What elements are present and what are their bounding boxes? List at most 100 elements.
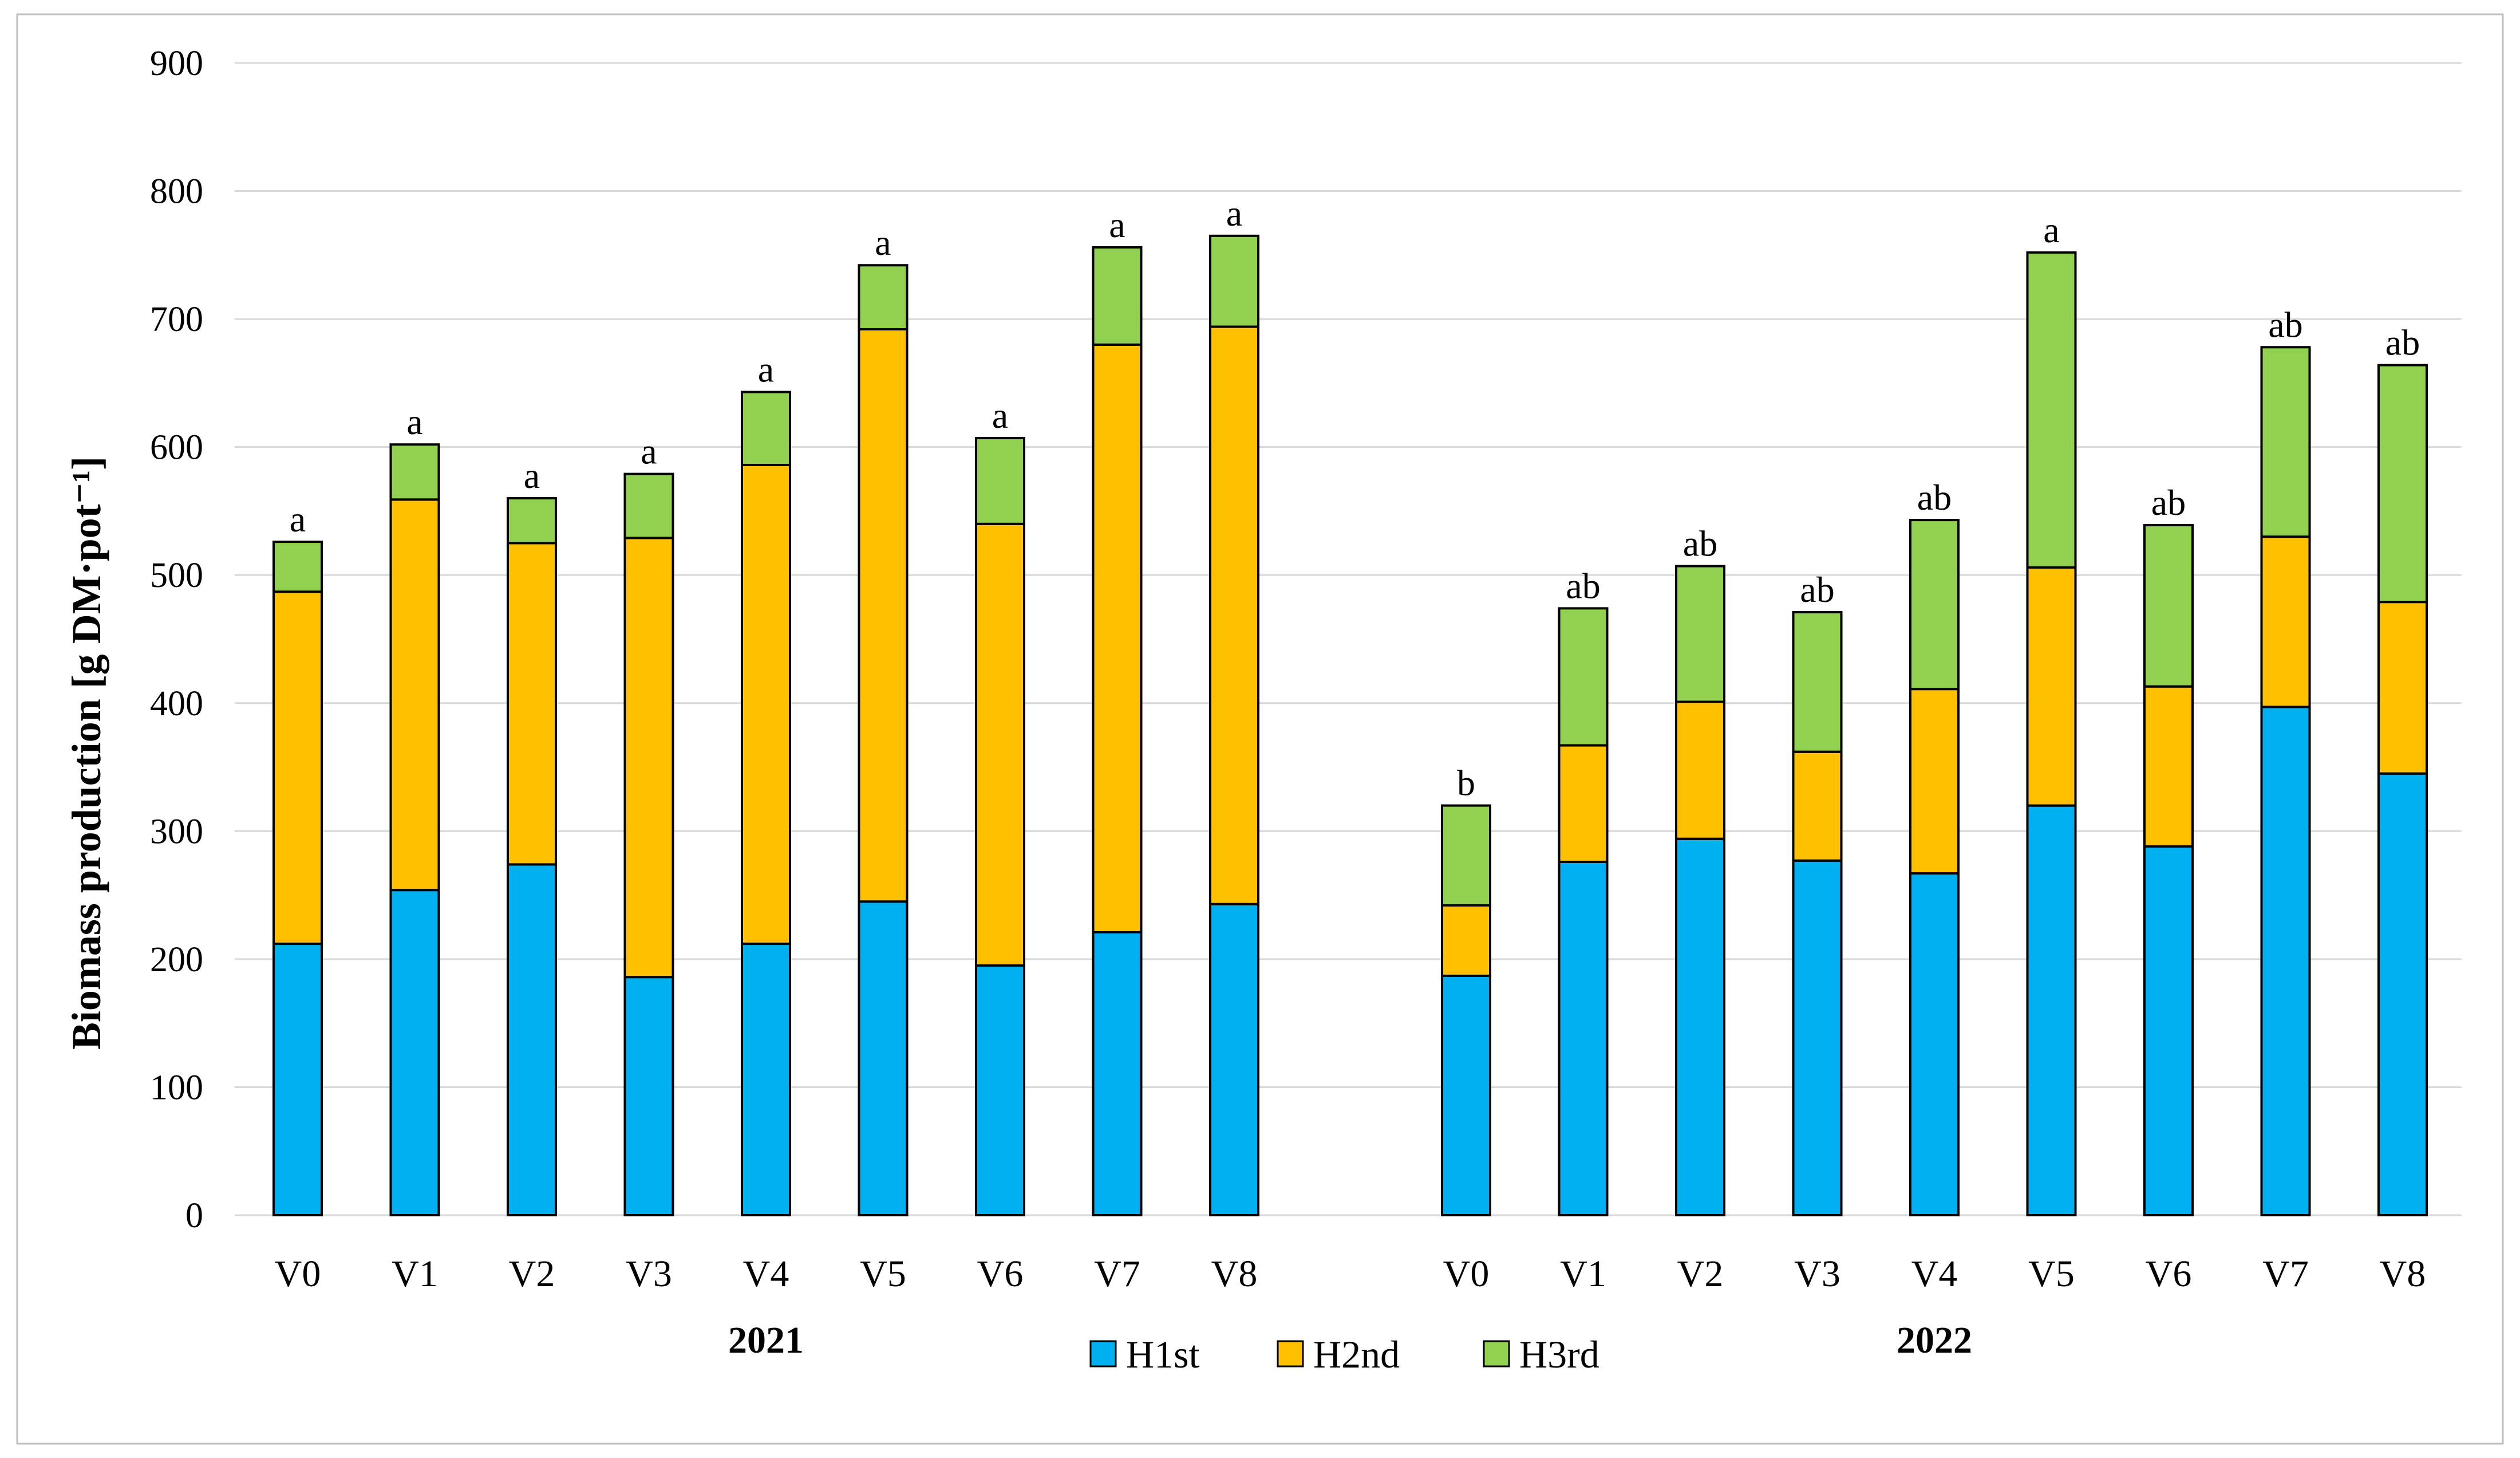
bar-2022-V7-H3rd xyxy=(2260,346,2311,538)
legend: H1st H2nd H3rd xyxy=(1089,1333,1599,1376)
significance-letter: a xyxy=(992,395,1008,436)
bar-2021-V6-H1st xyxy=(975,964,1025,1216)
x-tick-label: V2 xyxy=(1677,1253,1724,1295)
bar-2022-V1-H2nd xyxy=(1558,744,1609,863)
y-tick-label: 900 xyxy=(150,44,203,83)
x-tick-label: V0 xyxy=(1443,1253,1490,1295)
significance-letter: b xyxy=(1457,763,1475,803)
x-tick-label: V4 xyxy=(1911,1253,1958,1295)
significance-letter: a xyxy=(875,222,891,263)
significance-letter: a xyxy=(1109,204,1125,245)
significance-letter: ab xyxy=(1800,569,1834,610)
significance-letter: a xyxy=(2043,210,2059,250)
bar-2021-V8-H3rd xyxy=(1209,234,1259,328)
bar-2022-V1-H3rd xyxy=(1558,607,1609,747)
bar-2022-V7-H2nd xyxy=(2260,535,2311,708)
bar-2021-V1-H3rd xyxy=(389,443,440,501)
x-tick-label: V6 xyxy=(2146,1253,2192,1295)
y-tick-label: 0 xyxy=(185,1196,203,1235)
bar-2022-V8-H1st xyxy=(2377,772,2428,1216)
bar-2022-V4-H1st xyxy=(1909,872,1960,1216)
bar-2021-V7-H1st xyxy=(1092,931,1143,1217)
bar-2021-V4-H1st xyxy=(741,943,791,1217)
bar-2021-V7-H2nd xyxy=(1092,343,1143,933)
y-tick-label: 800 xyxy=(150,172,203,211)
x-tick-label: V7 xyxy=(2262,1253,2309,1295)
bar-2022-V8-H3rd xyxy=(2377,364,2428,604)
bar-2022-V8-H2nd xyxy=(2377,601,2428,775)
legend-label-H1st: H1st xyxy=(1126,1333,1200,1376)
significance-letter: a xyxy=(524,455,540,496)
significance-letter: a xyxy=(1226,193,1242,234)
bar-2021-V2-H2nd xyxy=(507,542,557,866)
bar-2021-V0-H3rd xyxy=(272,541,323,593)
y-axis-ticks: 0 100 200 300 400 500 600 700 800 900 xyxy=(150,44,203,1235)
bar-2022-V0-H2nd xyxy=(1441,904,1491,977)
bar-2022-V1-H1st xyxy=(1558,860,1609,1216)
bar-2022-V4-H2nd xyxy=(1909,688,1960,875)
bar-2021-V5-H2nd xyxy=(858,328,909,903)
x-tick-label: V8 xyxy=(2380,1253,2426,1295)
bar-2021-V3-H2nd xyxy=(623,537,674,979)
bar-2021-V2-H3rd xyxy=(507,497,557,545)
x-tick-label: V8 xyxy=(1211,1253,1258,1295)
significance-letter: ab xyxy=(1683,523,1717,564)
bar-2021-V1-H1st xyxy=(389,889,440,1217)
x-tick-label: V6 xyxy=(977,1253,1024,1295)
significance-letter: ab xyxy=(2151,482,2186,523)
legend-label-H3rd: H3rd xyxy=(1519,1333,1599,1376)
bar-2021-V2-H1st xyxy=(507,863,557,1216)
legend-label-H2nd: H2nd xyxy=(1313,1333,1400,1376)
bar-2022-V3-H2nd xyxy=(1792,750,1843,862)
bar-2021-V0-H2nd xyxy=(272,590,323,945)
bar-2022-V6-H3rd xyxy=(2143,524,2194,688)
y-tick-label: 400 xyxy=(150,684,203,723)
bar-2022-V7-H1st xyxy=(2260,706,2311,1217)
significance-letter: ab xyxy=(2385,322,2420,363)
category-labels: a V0 a V1 a V2 a V3 a V4 a V5 a V6 a V7 a V8 2021 b V0 ab V1 ab… xyxy=(275,193,2426,1361)
bar-2021-V7-H3rd xyxy=(1092,246,1143,346)
bar-2022-V3-H3rd xyxy=(1792,611,1843,753)
bar-2021-V8-H1st xyxy=(1209,903,1259,1216)
bar-2021-V5-H3rd xyxy=(858,264,909,330)
bar-2022-V5-H1st xyxy=(2026,804,2077,1216)
year-label-2022: 2022 xyxy=(1897,1319,1972,1361)
significance-letter: a xyxy=(290,499,306,539)
significance-letter: ab xyxy=(2268,304,2302,345)
bar-2021-V4-H3rd xyxy=(741,391,791,466)
y-tick-label: 500 xyxy=(150,556,203,595)
x-tick-label: V5 xyxy=(2028,1253,2075,1295)
bar-2022-V0-H1st xyxy=(1441,974,1491,1217)
y-axis-label: Biomass production [g DM·pot⁻¹] xyxy=(64,456,109,1050)
bar-2022-V6-H1st xyxy=(2143,845,2194,1217)
bar-2022-V4-H3rd xyxy=(1909,519,1960,691)
bar-2021-V8-H2nd xyxy=(1209,325,1259,905)
x-tick-label: V0 xyxy=(275,1253,321,1295)
bar-2021-V6-H3rd xyxy=(975,437,1025,525)
bar-2021-V1-H2nd xyxy=(389,498,440,892)
legend-swatch-H2nd xyxy=(1277,1340,1304,1368)
significance-letter: a xyxy=(641,431,657,472)
bar-2022-V2-H2nd xyxy=(1675,700,1725,840)
y-tick-label: 200 xyxy=(150,940,203,979)
bar-2021-V6-H2nd xyxy=(975,522,1025,967)
y-tick-label: 300 xyxy=(150,812,203,851)
significance-letter: ab xyxy=(1566,565,1600,606)
x-tick-label: V1 xyxy=(392,1253,438,1295)
x-tick-label: V7 xyxy=(1094,1253,1140,1295)
x-tick-label: V3 xyxy=(1794,1253,1840,1295)
bar-2021-V3-H1st xyxy=(623,976,674,1216)
bar-2022-V0-H3rd xyxy=(1441,804,1491,907)
bar-2021-V5-H1st xyxy=(858,900,909,1217)
bar-2022-V3-H1st xyxy=(1792,859,1843,1216)
x-tick-label: V4 xyxy=(743,1253,789,1295)
bar-2022-V5-H3rd xyxy=(2026,251,2077,569)
significance-letter: a xyxy=(758,349,774,390)
legend-swatch-H1st xyxy=(1089,1340,1117,1368)
bar-2022-V6-H2nd xyxy=(2143,685,2194,848)
significance-letter: ab xyxy=(1917,477,1952,518)
bar-2021-V0-H1st xyxy=(272,943,323,1217)
y-tick-label: 100 xyxy=(150,1068,203,1107)
significance-letter: a xyxy=(406,401,422,442)
